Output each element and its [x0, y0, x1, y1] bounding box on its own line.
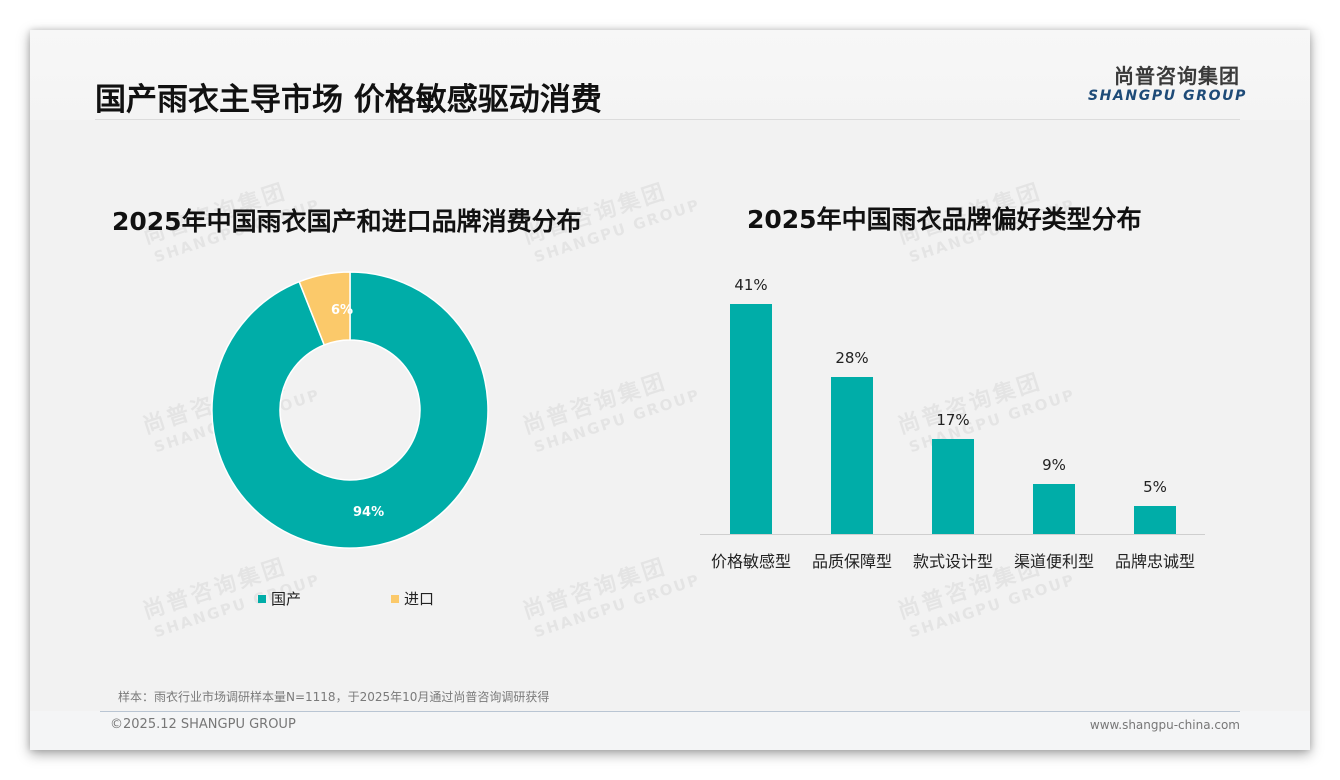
bar-price-sensitive — [730, 304, 772, 534]
bar-value-label: 17% — [936, 410, 970, 429]
donut-slice-import — [298, 271, 351, 346]
bar-category-label: 款式设计型 — [912, 552, 993, 571]
footer-divider — [100, 711, 1240, 712]
watermark-en: SHANGPU GROUP — [531, 385, 703, 457]
legend-item-import: 进口 — [391, 588, 434, 609]
donut-slice-domestic — [211, 271, 489, 549]
company-logo: 尚普咨询集团 SHANGPU GROUP — [1088, 64, 1247, 104]
page-title: 国产雨衣主导市场 价格敏感驱动消费 — [95, 82, 602, 118]
logo-english-text: SHANGPU GROUP — [1088, 88, 1247, 104]
donut-label-import: 6% — [331, 303, 354, 318]
watermark-en: SHANGPU GROUP — [906, 570, 1078, 642]
footer: ©2025.12 SHANGPU GROUP www.shangpu-china… — [30, 711, 1310, 750]
bar-category-label: 品牌忠诚型 — [1114, 552, 1195, 571]
bar-chart-x-axis — [700, 534, 1205, 535]
website-link[interactable]: www.shangpu-china.com — [1089, 718, 1240, 732]
bar-quality-assurance — [831, 377, 873, 534]
bar-category-label: 价格敏感型 — [710, 552, 791, 571]
legend-swatch-domestic — [258, 594, 266, 603]
watermark-en: SHANGPU GROUP — [531, 570, 703, 642]
bar-category-label: 渠道便利型 — [1013, 552, 1094, 571]
bar-value-label: 9% — [1042, 455, 1066, 474]
copyright-text: ©2025.12 SHANGPU GROUP — [110, 717, 296, 732]
bar-chart-title: 2025年中国雨衣品牌偏好类型分布 — [747, 205, 1142, 234]
watermark-cn: 尚普咨询集团 — [519, 369, 671, 440]
donut-chart-title: 2025年中国雨衣国产和进口品牌消费分布 — [112, 207, 582, 236]
donut-label-domestic: 94% — [353, 505, 385, 520]
donut-chart: 6% 94% — [210, 270, 490, 550]
bar-channel-convenience — [1033, 483, 1075, 534]
bar-value-label: 41% — [734, 276, 768, 295]
bar-category-label: 品质保障型 — [811, 552, 892, 571]
watermark-cn: 尚普咨询集团 — [519, 554, 671, 625]
bar-brand-loyalty — [1134, 506, 1176, 534]
legend-swatch-import — [391, 594, 399, 603]
sample-note: 样本：雨衣行业市场调研样本量N=1118，于2025年10月通过尚普咨询调研获得 — [118, 690, 550, 704]
legend-label-domestic: 国产 — [271, 590, 302, 608]
legend-label-import: 进口 — [404, 590, 435, 608]
header-divider — [95, 119, 1240, 120]
watermark-cn: 尚普咨询集团 — [139, 554, 291, 625]
bar-chart: 41% 价格敏感型 28% 品质保障型 17% 款式设计型 9% 渠道便利型 5% 品牌忠诚型 — [700, 270, 1210, 580]
bar-style-design — [932, 438, 974, 534]
legend-item-domestic: 国产 — [258, 588, 301, 609]
donut-svg — [211, 271, 489, 549]
bar-value-label: 5% — [1143, 478, 1167, 496]
bar-value-label: 28% — [835, 349, 869, 368]
logo-chinese-text: 尚普咨询集团 — [1114, 64, 1240, 88]
slide: 尚普咨询集团 SHANGPU GROUP 尚普咨询集团 SHANGPU GROUP 尚普… — [30, 30, 1310, 750]
slide-header — [30, 30, 1310, 120]
